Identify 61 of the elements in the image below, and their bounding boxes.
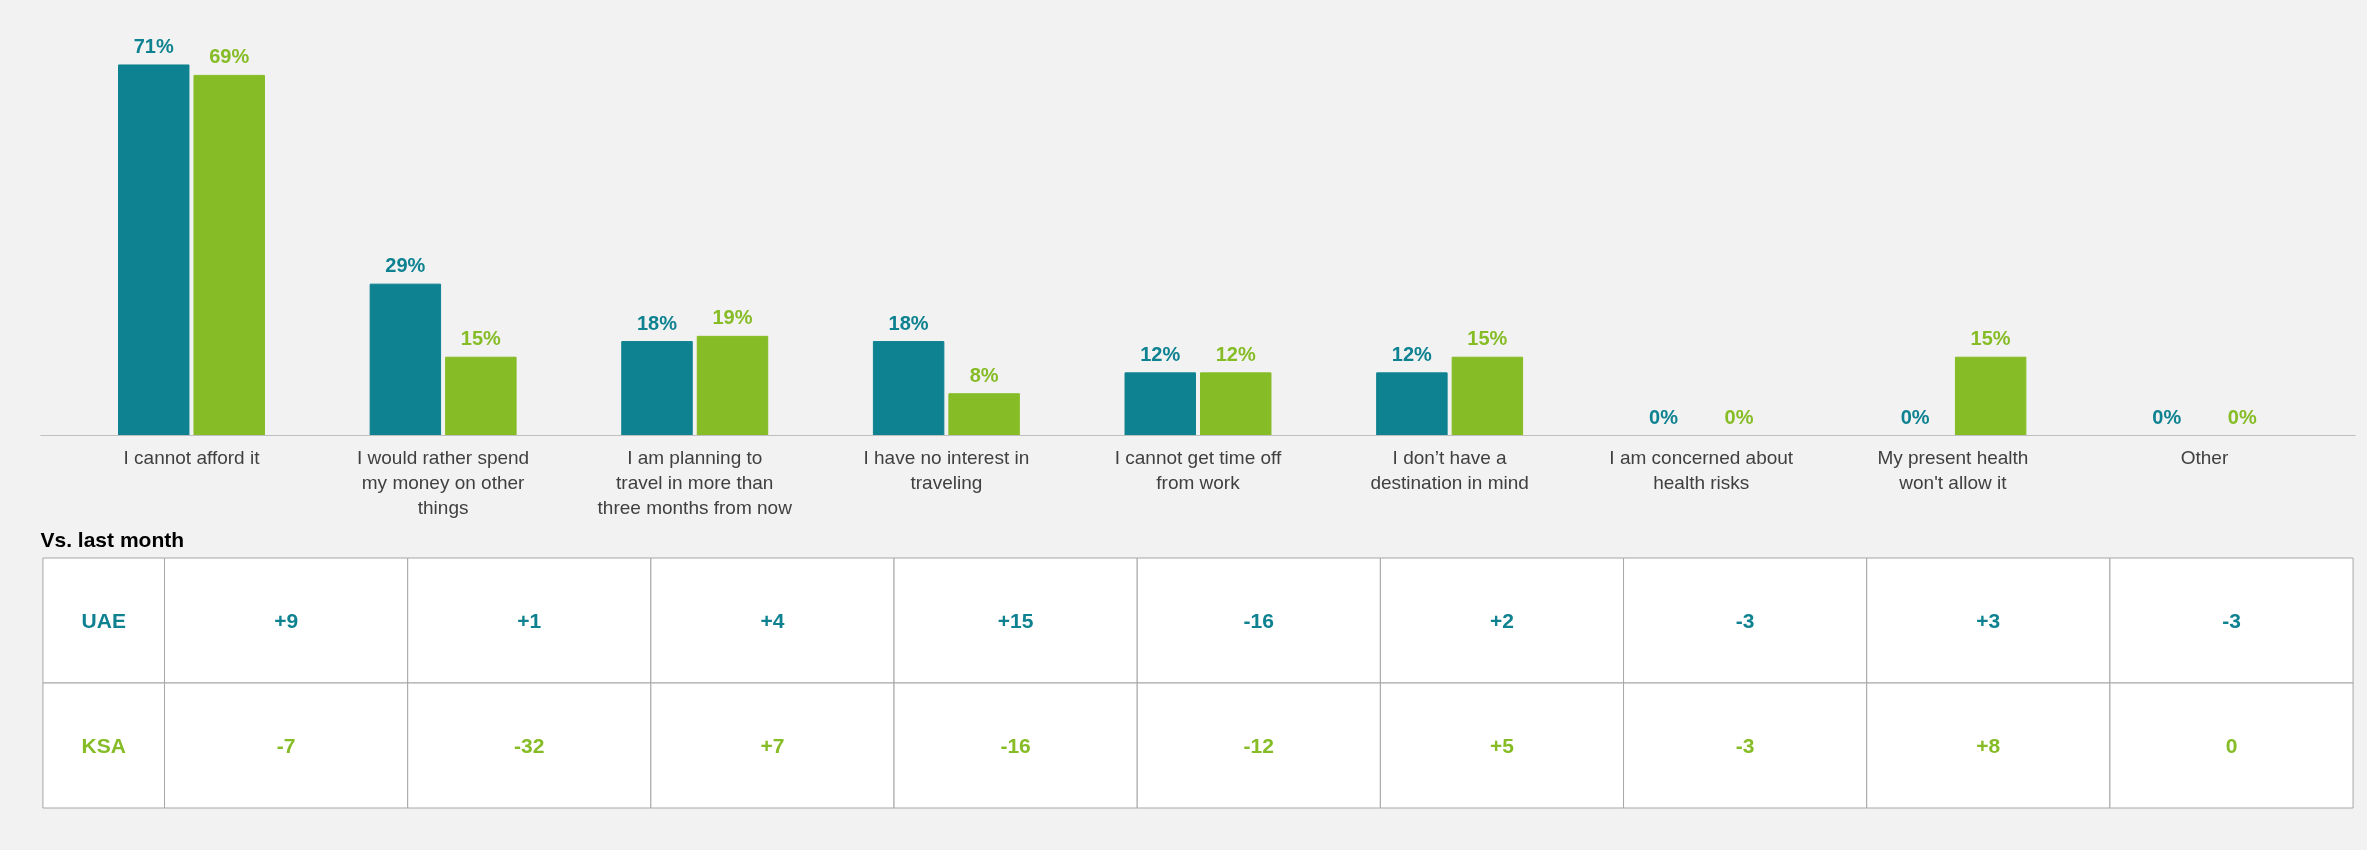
data-label: 15% [1467, 327, 1508, 350]
bar [1200, 372, 1272, 436]
text: +1 [517, 608, 542, 632]
x-tick-label: I don’t have a destination in mind [1370, 446, 1529, 493]
text: +9 [274, 608, 299, 632]
data-label: 69% [209, 45, 250, 68]
x-tick-label: I would rather spend my money on other things [357, 446, 530, 518]
data-label: 18% [888, 311, 929, 334]
text: UAE [81, 609, 126, 632]
text: KSA [81, 734, 126, 757]
text: -12 [1243, 733, 1274, 757]
text: -3 [1735, 733, 1755, 757]
bar [948, 393, 1020, 436]
text: 0 [2225, 733, 2238, 757]
data-label: 18% [636, 311, 678, 334]
bar [118, 64, 190, 436]
x-tick-label: I cannot afford it [123, 446, 261, 468]
text: Vs. last month [40, 527, 185, 551]
data-label: 0% [2152, 405, 2182, 428]
data-label: 0% [2227, 405, 2257, 428]
data-label: 8% [969, 363, 999, 386]
bar [621, 341, 693, 436]
x-tick-label: I cannot get time off from work [1114, 446, 1282, 493]
bar [1124, 372, 1196, 436]
data-label: 12% [1215, 342, 1256, 365]
data-label: 0% [1900, 405, 1930, 428]
text: -16 [1243, 608, 1274, 632]
x-tick-label: My present health won't allow it [1877, 446, 2029, 493]
text: -3 [2222, 608, 2241, 632]
bar [369, 283, 442, 436]
data-label: 12% [1140, 342, 1181, 365]
text: +4 [760, 608, 785, 632]
x-tick-label: Other [2180, 446, 2229, 468]
x-tick-label: I am concerned about health risks [1609, 446, 1794, 493]
text: -16 [1000, 733, 1031, 757]
x-tick-label: I have no interest in traveling [863, 446, 1030, 493]
bar [1451, 356, 1524, 436]
data-label: 29% [385, 254, 426, 277]
bar [1954, 356, 2027, 436]
bar [1376, 372, 1448, 436]
text: +8 [1976, 733, 2001, 757]
data-label: 19% [712, 306, 753, 329]
text: -32 [514, 733, 545, 757]
text: +2 [1489, 608, 1514, 632]
text: -7 [276, 733, 296, 757]
data-label: 12% [1391, 342, 1433, 365]
bar [445, 356, 517, 436]
bar [872, 341, 945, 436]
text: -3 [1735, 608, 1755, 632]
data-label: 0% [1649, 405, 1679, 428]
x-tick-label: I am planning to travel in more than three months from now [597, 446, 793, 518]
bar [193, 74, 265, 436]
data-label: 71% [133, 34, 174, 57]
bar [696, 335, 769, 436]
text: +7 [760, 733, 785, 757]
text: +5 [1489, 733, 1515, 757]
data-label: 15% [1970, 327, 2011, 350]
text: +15 [997, 608, 1034, 632]
data-label: 15% [460, 327, 502, 350]
text: +3 [1976, 608, 2001, 632]
data-label: 0% [1724, 405, 1754, 428]
